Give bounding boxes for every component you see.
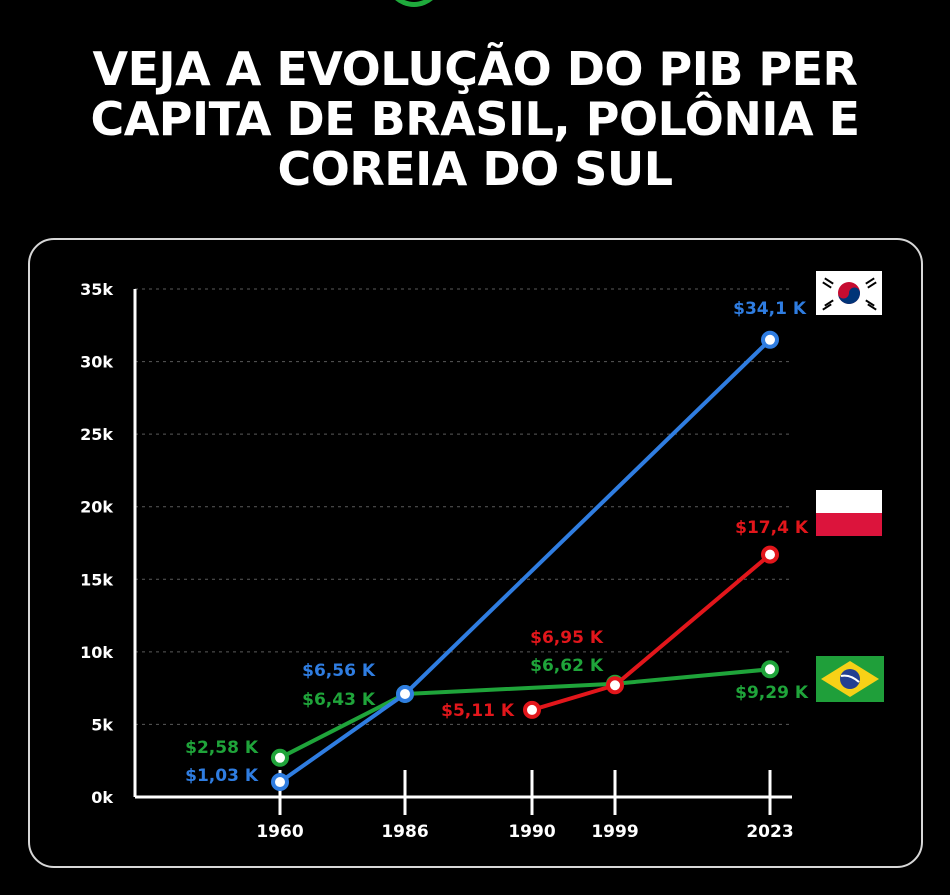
brazil-point-1960 [271,748,289,767]
korea-point-2023 [761,330,779,349]
korea-line [278,338,772,784]
brazil-data-label: $9,29 K [735,683,809,703]
x-tick-label: 2023 [746,822,793,842]
poland-data-label: $5,11 K [441,701,515,721]
page-title: VEJA A EVOLUÇÃO DO PIB PER CAPITA DE BRA… [0,44,950,194]
data-labels: $2,58 K $6,43 K $6,62 K $9,29 K $5,11 K $6,95… [185,299,809,786]
y-tick-label: 15k [80,570,113,589]
y-tick-label: 20k [80,498,113,517]
y-tick-label: 25k [80,425,113,444]
y-tick-label: 5k [91,715,113,734]
title-line-3: COREIA DO SUL [277,142,673,196]
series-lines [271,330,779,792]
brazil-data-label: $6,43 K [302,690,376,710]
poland-data-label: $17,4 K [735,518,809,538]
x-tick-label: 1990 [508,822,555,842]
brazil-data-label: $2,58 K [185,738,259,758]
poland-point-1990 [523,700,541,719]
brazil-point-2023 [761,660,779,679]
chart-panel [28,238,923,868]
korea-data-label: $1,03 K [185,766,259,786]
title-line-1: VEJA A EVOLUÇÃO DO PIB PER [92,42,858,96]
poland-data-label: $6,95 K [530,628,604,648]
x-tick-label: 1999 [591,822,638,842]
y-tick-label: 0k [91,788,113,807]
x-tick-label: 1986 [381,822,428,842]
brazil-data-label: $6,62 K [530,656,604,676]
south-korea-flag [816,271,882,315]
y-tick-label: 10k [80,643,113,662]
poland-point-1999 [606,676,624,695]
korea-data-label: $6,56 K [302,661,376,681]
korea-point-1986 [396,684,414,703]
brazil-line [279,667,771,760]
brazil-flag [816,656,884,702]
y-tick-label: 30k [80,353,113,372]
y-tick-label: 35k [80,280,113,299]
title-line-2: CAPITA DE BRASIL, POLÔNIA E [90,92,860,146]
poland-flag [816,490,882,536]
korea-point-1960 [271,773,289,792]
poland-point-2023 [761,545,779,564]
grid-lines [135,288,790,725]
korea-data-label: $34,1 K [733,299,807,319]
x-tick-label: 1960 [256,822,303,842]
axes: 0k 5k 10k 15k 20k 25k 30k 35k 1960 1986 1990 1999 20… [80,280,794,842]
